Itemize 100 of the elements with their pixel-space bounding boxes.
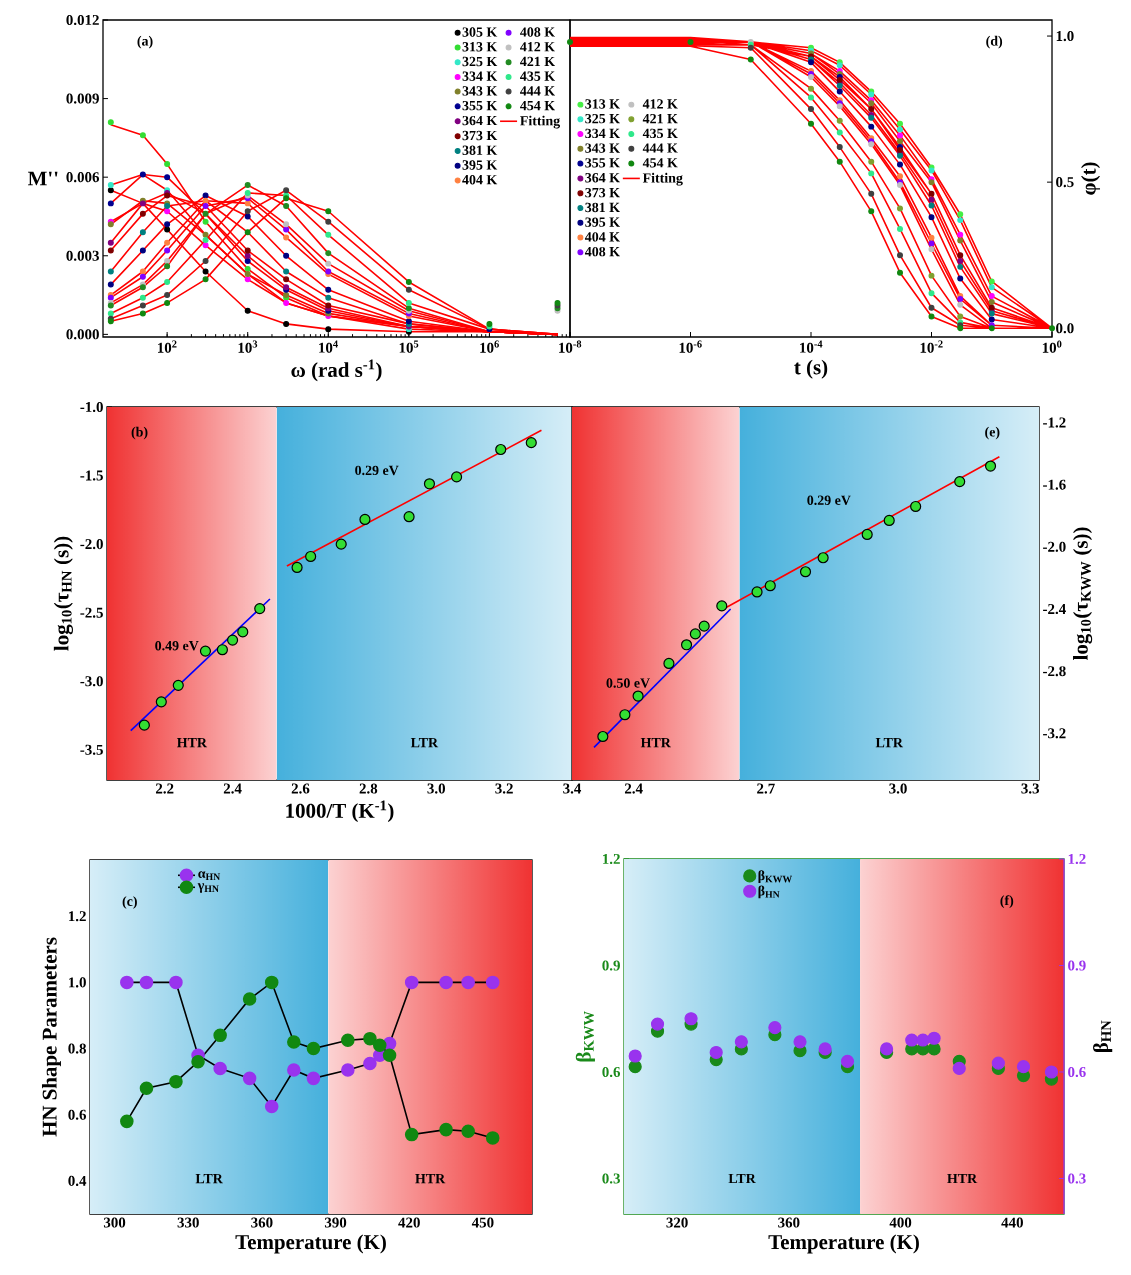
x-tick-label: 10$^{-6}$	[679, 340, 702, 353]
legend-label: 435 K	[520, 71, 556, 81]
x-tick-label: 330	[177, 1217, 199, 1228]
x-tick-label: 300	[103, 1217, 126, 1228]
x-axis-title: Temperature (K)	[235, 1234, 386, 1254]
y-tick-label: -1.6	[1043, 479, 1066, 490]
band-label: HTR	[415, 1174, 446, 1184]
x-tick-label: 10$^{-8}$	[559, 340, 582, 353]
band-label: HTR	[640, 738, 671, 748]
y-tick-label: -1.5	[80, 470, 103, 481]
legend-label: 444 K	[642, 143, 678, 153]
x-tick-label: 2.2	[155, 783, 174, 794]
x-tick-label: 10$^{-4}$	[800, 340, 823, 353]
x-tick-label: 10$^{6}$	[480, 340, 499, 353]
y-tick-label: -2.5	[80, 607, 103, 618]
legend-label: 444 K	[520, 86, 556, 96]
y-axis-title: M''	[28, 171, 58, 186]
legend-label: β$_{KWW}$	[758, 870, 793, 884]
legend-label: 305 K	[462, 27, 498, 37]
y2-tick-label: 0.6	[1068, 1066, 1086, 1078]
x-axis-title: t (s)	[794, 359, 828, 379]
band-label: LTR	[195, 1174, 223, 1184]
legend-label: 395 K	[585, 217, 620, 227]
annotation: (c)	[122, 896, 137, 909]
y-tick-label: 0.006	[66, 172, 100, 183]
x-tick-label: 420	[398, 1217, 420, 1228]
legend-label: 454 K	[520, 100, 556, 111]
x-tick-label: 10$^{4}$	[319, 340, 338, 353]
annotation: 0.50 eV	[606, 678, 650, 688]
y-axis-title: log$_{10}$(τ$_{HN}$ (s))	[53, 536, 73, 651]
x-tick-label: 3.2	[495, 783, 513, 794]
legend-label: 454 K	[642, 158, 678, 168]
x-tick-label: 10$^{-2}$	[920, 340, 943, 353]
y-tick-label: 1.0	[1056, 30, 1074, 42]
legend-label: Fitting	[520, 115, 561, 129]
annotation: (b)	[131, 426, 148, 440]
x-tick-label: 2.6	[291, 783, 310, 794]
y-tick-label: 1.0	[69, 977, 86, 988]
annotation: 0.29 eV	[355, 465, 399, 476]
y-tick-label: -3.5	[80, 744, 103, 755]
annotation: (e)	[985, 426, 1000, 440]
legend-label: 364 K	[462, 115, 498, 126]
legend-label: 373 K	[462, 130, 498, 141]
y-tick-label: 0.009	[66, 93, 99, 104]
legend-label: 343 K	[462, 86, 498, 96]
legend-label: 313 K	[462, 42, 498, 52]
x-tick-label: 3.4	[563, 783, 582, 794]
x-tick-label: 360	[778, 1217, 800, 1228]
x-tick-label: 2.4	[223, 783, 242, 794]
y-tick-label: 0.8	[68, 1043, 86, 1054]
x-tick-label: 10$^{3}$	[238, 340, 258, 353]
y-tick-label: -3.0	[80, 676, 103, 687]
legend-label: Fitting	[642, 172, 683, 186]
annotation: 0.49 eV	[155, 640, 199, 651]
y2-axis-title: β$_{HN}$	[1093, 1020, 1113, 1053]
x-tick-label: 360	[251, 1217, 273, 1228]
x-tick-label: 10$^{5}$	[399, 340, 419, 353]
annotation: (a)	[137, 35, 153, 49]
legend-label: 355 K	[585, 158, 620, 168]
y-axis-title: φ(t)	[1081, 162, 1101, 195]
x-axis-title: Temperature (K)	[768, 1234, 919, 1254]
x-axis-title: 1000/T (K$^{-1}$)	[286, 800, 394, 823]
band-label: HTR	[176, 738, 208, 748]
legend-label: 421 K	[520, 56, 556, 67]
x-tick-label: 3.0	[427, 783, 446, 794]
band-label: LTR	[410, 738, 439, 748]
y-tick-label: 0.0	[1056, 323, 1074, 334]
legend-label: 395 K	[462, 160, 498, 170]
x-tick-label: 3.3	[1021, 783, 1040, 794]
y-tick-label: -3.2	[1043, 728, 1066, 739]
legend-label: α$_{HN}$	[198, 871, 221, 880]
y-tick-label: 0.003	[66, 250, 99, 261]
y-axis-title: log$_{10}$(τ$_{KWW}$ (s))	[1073, 527, 1093, 661]
legend-label: 325 K	[585, 113, 620, 124]
legend-label: 412 K	[520, 42, 556, 52]
legend-label: 381 K	[462, 145, 498, 155]
x-tick-label: 2.4	[624, 783, 643, 794]
x-axis-title: ω (rad s$^{-1}$)	[291, 359, 382, 382]
legend-label: 421 K	[642, 113, 678, 124]
legend-label: 435 K	[642, 128, 678, 139]
annotation: (f)	[1000, 895, 1014, 908]
legend-label: 334 K	[585, 128, 620, 139]
y-tick-label: -2.4	[1043, 603, 1066, 615]
legend-label: γ$_{HN}$	[197, 883, 219, 893]
y-tick-label: 0.000	[66, 329, 99, 340]
y-axis-title: HN Shape Parameters	[41, 937, 61, 1137]
y-tick-label: -2.0	[1043, 541, 1066, 552]
x-tick-label: 450	[471, 1217, 494, 1228]
y-tick-label: 0.4	[68, 1175, 87, 1186]
y-tick-label: 1.2	[603, 853, 620, 865]
y-tick-label: -2.0	[80, 539, 103, 550]
y-tick-label: -1.2	[1043, 417, 1066, 428]
legend-label: 404 K	[584, 232, 620, 242]
legend-label: 313 K	[585, 99, 620, 109]
legend-label: 408 K	[520, 27, 556, 37]
annotation: 0.29 eV	[807, 495, 851, 505]
y-tick-label: 0.6	[602, 1066, 621, 1078]
annotation: (d)	[986, 35, 1003, 49]
y-tick-label: 0.3	[602, 1173, 620, 1184]
y-axis-title: β$_{KWW}$	[575, 1011, 595, 1062]
